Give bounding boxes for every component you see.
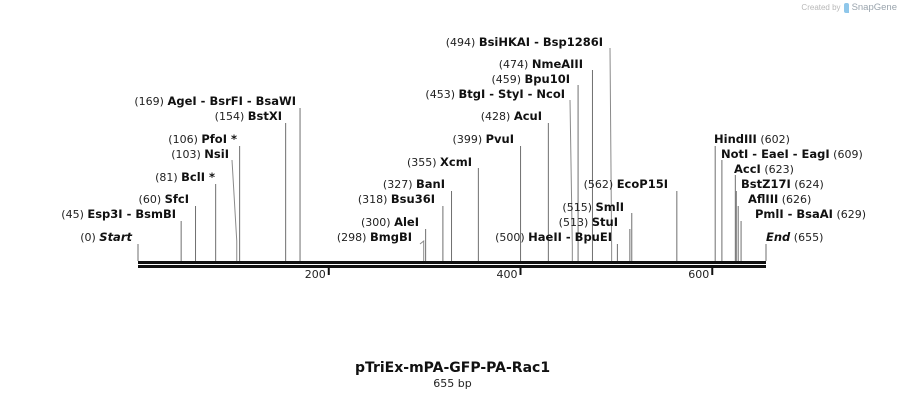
credit-brand: SnapGene (851, 2, 897, 13)
site-label: (81) BclI * (155, 170, 215, 184)
site-leader-line (569, 99, 573, 261)
construct-name: pTriEx-mPA-GFP-PA-Rac1 (354, 360, 551, 376)
site-label: AflIII (626) (748, 192, 811, 206)
scale-tick-label: 600 (688, 268, 709, 281)
site-stui[interactable]: (513) StuI (559, 215, 631, 261)
site-pmli[interactable]: PmlI - BsaAI (629) (740, 207, 866, 261)
site-label: PmlI - BsaAI (629) (755, 207, 866, 221)
site-pvui[interactable]: (399) PvuI (453, 132, 522, 261)
site-label: (500) HaeII - BpuEI (495, 230, 612, 244)
site-alei[interactable]: (300) AleI (361, 215, 427, 261)
site-hindiii[interactable]: HindIII (602) (714, 132, 790, 261)
site-label: (0) Start (80, 230, 132, 244)
site-label: (318) Bsu36I (358, 192, 435, 206)
site-label: (453) BtgI - StyI - NcoI (425, 87, 565, 101)
site-label: (298) BmgBI (337, 230, 412, 244)
site-leader-line (231, 159, 238, 261)
snapgene-credit: Created by SnapGene (801, 2, 897, 13)
site-label: (103) NsiI (171, 147, 229, 161)
site-label: (428) AcuI (481, 109, 542, 123)
site-label: BstZ17I (624) (741, 177, 824, 191)
credit-prefix: Created by (801, 3, 841, 12)
scale-tick-label: 400 (497, 268, 518, 281)
construct-length: 655 bp (433, 377, 472, 390)
site-bcli[interactable]: (81) BclI * (155, 170, 217, 261)
site-label: AccI (623) (734, 162, 794, 176)
backbone-bottom-strand (138, 265, 766, 268)
site-nmeaiii[interactable]: (474) NmeAIII (499, 57, 593, 261)
site-label: (355) XcmI (407, 155, 472, 169)
site-bpu10i[interactable]: (459) Bpu10I (491, 72, 579, 261)
site-label: (562) EcoP15I (584, 177, 668, 191)
site-label: (106) PfoI * (168, 132, 237, 146)
site-afliii[interactable]: AflIII (626) (737, 192, 811, 261)
site-bsu36i[interactable]: (318) Bsu36I (358, 192, 444, 261)
site-leader-line (419, 239, 425, 261)
site-bstxi[interactable]: (154) BstXI (215, 109, 287, 261)
site-label: (474) NmeAIII (499, 57, 583, 71)
site-label: (513) StuI (559, 215, 618, 229)
restriction-sites: (0) Start (45) Esp3I - BsmBI(60) SfcI (81)… (61, 35, 866, 261)
backbone-top-strand (138, 261, 766, 264)
site-bmgbi[interactable]: (298) BmgBI (337, 230, 425, 261)
scale-ticks: 200 400 600 (305, 267, 714, 281)
site-label: End (655) (766, 230, 823, 244)
site-agei[interactable]: (169) AgeI - BsrFI - BsaWI (134, 94, 301, 261)
site-bstz17i[interactable]: BstZ17I (624) (735, 177, 824, 261)
site-acui[interactable]: (428) AcuI (481, 109, 549, 261)
site-end[interactable]: End (655) (765, 230, 823, 261)
site-leader-line (609, 47, 613, 261)
site-bani[interactable]: (327) BanI (383, 177, 453, 261)
site-haeii[interactable]: (500) HaeII - BpuEI (495, 230, 618, 261)
site-label: (515) SmlI (562, 200, 624, 214)
site-acci[interactable]: AccI (623) (734, 162, 794, 261)
site-smli[interactable]: (515) SmlI (562, 200, 633, 261)
site-label: (300) AleI (361, 215, 419, 229)
site-label: (494) BsiHKAI - Bsp1286I (446, 35, 603, 49)
site-ecop15i[interactable]: (562) EcoP15I (584, 177, 678, 261)
site-bsihkai[interactable]: (494) BsiHKAI - Bsp1286I (446, 35, 613, 261)
site-esp3i[interactable]: (45) Esp3I - BsmBI (61, 207, 182, 261)
site-label: (327) BanI (383, 177, 445, 191)
site-nsii[interactable]: (103) NsiI (171, 147, 238, 261)
site-noti[interactable]: NotI - EaeI - EagI (609) (721, 147, 863, 261)
site-label: (169) AgeI - BsrFI - BsaWI (134, 94, 296, 108)
site-label: (459) Bpu10I (491, 72, 570, 86)
site-btgi[interactable]: (453) BtgI - StyI - NcoI (425, 87, 573, 261)
site-xcmi[interactable]: (355) XcmI (407, 155, 479, 261)
site-start[interactable]: (0) Start (80, 230, 139, 261)
scale-tick-label: 200 (305, 268, 326, 281)
site-label: NotI - EaeI - EagI (609) (721, 147, 863, 161)
site-label: (399) PvuI (453, 132, 514, 146)
site-sfci[interactable]: (60) SfcI (139, 192, 197, 261)
site-pfoi[interactable]: (106) PfoI * (168, 132, 241, 261)
site-label: (60) SfcI (139, 192, 189, 206)
sequence-backbone (138, 261, 766, 268)
site-label: (45) Esp3I - BsmBI (61, 207, 176, 221)
site-label: (154) BstXI (215, 109, 282, 123)
snapgene-logo-icon (843, 2, 849, 13)
site-label: HindIII (602) (714, 132, 790, 146)
